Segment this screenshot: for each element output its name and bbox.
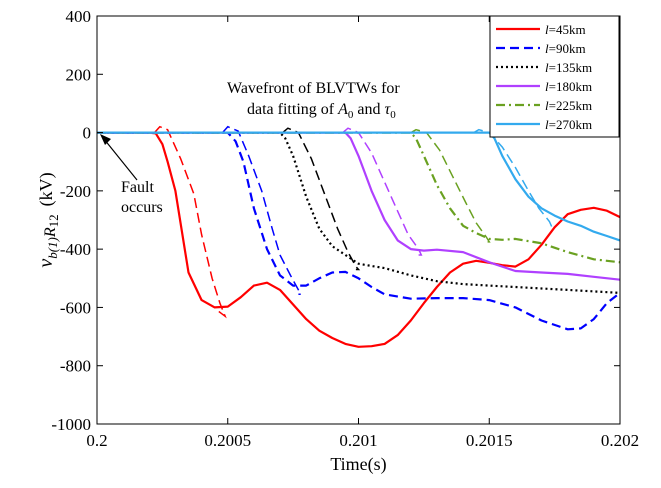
y-tick-label: -800 — [60, 357, 91, 376]
legend-label-5: l=225km — [545, 98, 592, 113]
y-tick-label: -400 — [60, 240, 91, 259]
x-tick-label: 0.201 — [339, 431, 377, 450]
series-line-1 — [97, 131, 621, 348]
wavefront-fit-curves — [153, 125, 554, 319]
x-tick-label: 0.2015 — [466, 431, 513, 450]
wavefront-fit-2 — [221, 125, 303, 296]
series-line-4 — [97, 131, 621, 281]
wavefront-fit-6 — [473, 128, 554, 229]
y-tick-label: 400 — [66, 7, 92, 26]
series-line-2 — [97, 131, 621, 331]
series-lines — [97, 131, 621, 348]
legend-label-3: l=135km — [545, 60, 592, 75]
legend-label-2: l=90km — [545, 41, 586, 56]
legend-label-4: l=180km — [545, 79, 592, 94]
x-tick-label: 0.202 — [601, 431, 639, 450]
legend-box — [489, 15, 620, 138]
y-tick-label: -600 — [60, 298, 91, 317]
series-line-5 — [97, 131, 621, 264]
y-tick-label: -200 — [60, 182, 91, 201]
x-axis-ticks: 0.2 0.2005 0.201 0.2015 0.202 — [86, 16, 639, 450]
y-tick-label: 200 — [66, 65, 92, 84]
wavefront-fit-1 — [153, 125, 227, 319]
x-axis-label: Time(s) — [330, 454, 386, 475]
x-tick-label: 0.2005 — [204, 431, 251, 450]
y-axis-ticks: -1000 -800 -600 -400 -200 0 200 400 — [51, 7, 620, 434]
wavefront-fit-4 — [342, 127, 423, 256]
y-tick-label: -1000 — [51, 415, 91, 434]
annotation-wavefront-line2: data fitting of A0 and τ0 — [247, 101, 396, 121]
annotation-fault-line1: Fault — [121, 179, 154, 196]
y-tick-label: 0 — [83, 124, 92, 143]
series-line-3 — [97, 131, 621, 294]
fault-arrow-shaft — [103, 138, 138, 181]
wavefront-fit-5 — [410, 128, 491, 243]
annotation-wavefront-line1: Wavefront of BLVTWs for — [227, 80, 400, 97]
fault-arrow-head — [100, 134, 111, 145]
wavefront-fit-3 — [282, 127, 361, 271]
series-line-6 — [97, 131, 621, 242]
x-tick-label: 0.2 — [86, 431, 107, 450]
legend-label-1: l=45km — [545, 22, 586, 37]
y-axis-label: vb(1)R12(kV) — [35, 172, 61, 267]
annotation-fault-line2: occurs — [121, 199, 163, 216]
legend: l=45km l=90km l=135km l=180km l=225km l=270km — [489, 15, 620, 138]
legend-label-6: l=270km — [545, 117, 592, 132]
